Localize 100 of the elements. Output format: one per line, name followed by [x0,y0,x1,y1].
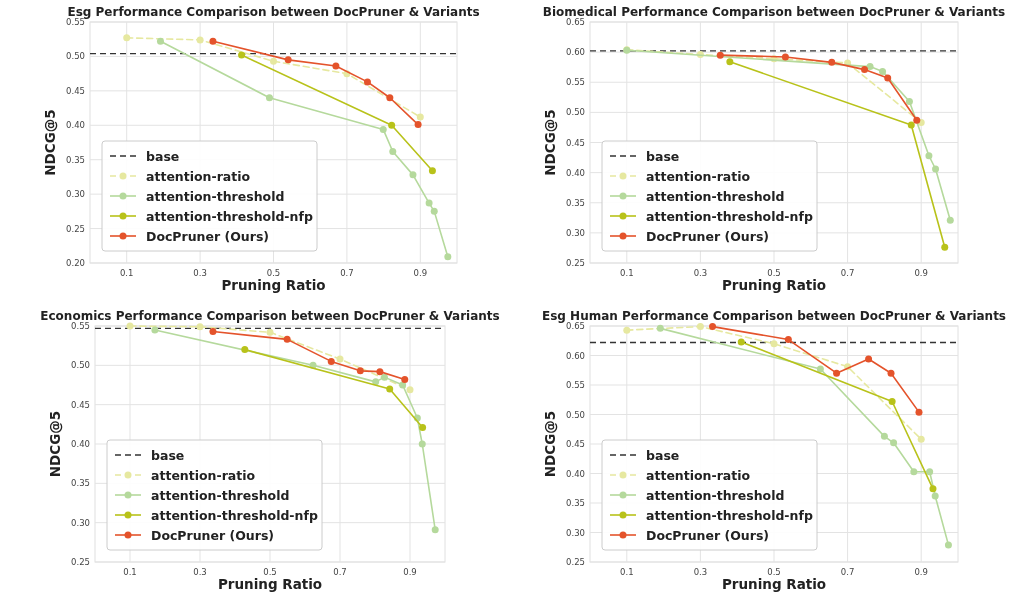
x-tick-label: 0.5 [266,268,281,278]
point [915,408,923,416]
point [905,98,913,106]
legend-label: attention-ratio [646,467,751,483]
point [931,492,939,500]
y-tick-label: 0.25 [566,557,585,567]
x-axis-title: Pruning Ratio [721,277,827,293]
point [363,78,371,86]
point [770,340,778,348]
y-tick-label: 0.35 [71,478,90,489]
point [284,56,292,64]
y-axis-title: NDCG@5 [42,109,58,176]
point [209,37,217,45]
point [944,541,952,549]
point [241,346,249,354]
y-tick-label: 0.55 [71,321,90,331]
legend-label: base [646,447,680,463]
x-tick-label: 0.5 [767,268,781,278]
point [866,63,874,71]
y-tick-label: 0.20 [66,258,85,268]
point [376,368,384,376]
y-tick-label: 0.55 [66,17,85,27]
point [726,58,734,66]
point [929,485,937,493]
y-tick-label: 0.50 [66,51,85,62]
point [888,398,896,406]
y-tick-label: 0.45 [566,439,585,449]
chart-title: Economics Performance Comparison between DocPruner & Variants [40,309,500,323]
y-tick-label: 0.65 [566,321,585,331]
point [946,216,954,224]
point [444,253,452,261]
point [388,121,396,129]
point [419,423,427,431]
legend-label: attention-threshold-nfp [146,208,313,224]
point [887,369,895,377]
x-tick-label: 0.9 [413,268,428,278]
x-tick-label: 0.3 [693,268,708,278]
point [880,432,888,440]
legend-label: attention-ratio [151,467,256,483]
y-tick-label: 0.35 [66,154,85,165]
point [784,336,792,344]
y-tick-label: 0.45 [66,85,85,96]
legend-label: attention-threshold [151,487,290,503]
point [428,167,436,175]
point [941,243,949,251]
legend-label: attention-threshold-nfp [646,208,813,224]
legend-label: attention-threshold-nfp [646,507,813,523]
point [327,357,335,365]
y-tick-label: 0.55 [566,380,585,390]
y-tick-label: 0.25 [566,258,585,268]
chart-title: Esg Human Performance Comparison between DocPruner & Variants [541,309,1007,323]
y-tick-label: 0.25 [66,223,85,234]
point [879,67,887,75]
y-tick-label: 0.50 [566,107,585,118]
point [865,355,873,363]
point [737,338,745,346]
point [196,36,204,44]
y-axis-title: NDCG@5 [47,410,63,478]
y-tick-label: 0.25 [71,557,90,567]
legend-label: DocPruner (Ours) [646,228,770,244]
x-tick-label: 0.1 [119,268,134,278]
point [414,121,422,129]
x-tick-label: 0.5 [263,567,277,577]
point [196,323,204,331]
point [890,439,898,447]
point [238,51,246,59]
y-tick-label: 0.55 [566,77,585,88]
legend-label: attention-threshold [646,188,785,204]
legend-label: base [146,148,180,164]
x-tick-label: 0.3 [193,567,207,577]
x-axis-title: Pruning Ratio [217,576,323,592]
point [209,328,217,336]
point [431,526,439,534]
legend-label: attention-threshold [646,487,785,503]
point [709,323,717,331]
x-tick-label: 0.1 [620,268,634,278]
point [265,94,273,102]
legend-label: DocPruner (Ours) [146,228,270,244]
point [380,373,388,381]
point [816,365,824,373]
y-tick-label: 0.50 [566,409,585,420]
x-tick-label: 0.1 [620,567,634,577]
point [861,66,869,74]
legend-label: base [151,447,185,463]
legend-label: DocPruner (Ours) [646,527,770,543]
x-tick-label: 0.9 [403,567,417,577]
y-tick-label: 0.40 [566,468,585,479]
x-tick-label: 0.5 [767,567,781,577]
y-tick-label: 0.35 [566,197,585,208]
point [266,328,274,336]
y-axis-title: NDCG@5 [542,109,558,176]
point [932,165,940,173]
point [336,355,344,363]
point [409,171,417,179]
legend-label: attention-ratio [646,168,751,184]
point [884,74,892,82]
point [623,326,631,334]
point [416,113,424,121]
point [406,386,414,394]
y-tick-label: 0.65 [566,17,585,27]
